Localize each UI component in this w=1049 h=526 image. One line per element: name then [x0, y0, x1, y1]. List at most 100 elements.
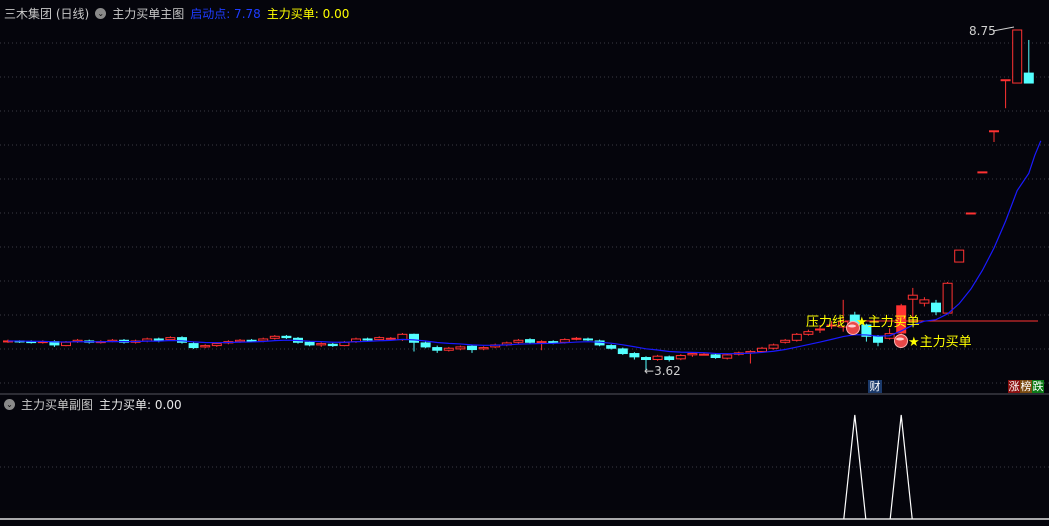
- candle-body: [803, 331, 814, 335]
- main-chart-header: 三木集团 (日线) ⌄ 主力买单主图 启动点: 7.78 主力买单: 0.00: [4, 5, 349, 22]
- candle-body: [177, 337, 187, 343]
- candle-body: [896, 305, 907, 334]
- candle: [281, 334, 292, 339]
- candle-body: [780, 339, 791, 343]
- candle: [664, 355, 675, 362]
- candle: [606, 344, 617, 350]
- candle: [919, 297, 930, 307]
- candle-body: [977, 171, 988, 174]
- candle-body: [583, 338, 593, 341]
- candle-body: [791, 333, 802, 341]
- candle: [675, 354, 686, 361]
- candle-body: [606, 345, 617, 349]
- candle: [409, 333, 419, 352]
- buy-signal-ball-icon: [846, 321, 860, 335]
- rise-badge[interactable]: 涨: [1008, 380, 1020, 393]
- candle: [478, 346, 489, 351]
- candle-body: [188, 343, 199, 349]
- main-indicator-name[interactable]: 主力买单主图: [112, 7, 185, 21]
- candle: [1012, 29, 1023, 84]
- candle: [385, 336, 396, 340]
- ball-highlight: [896, 337, 904, 341]
- candle-body: [757, 347, 767, 353]
- candle: [432, 345, 443, 353]
- buy-signal-ball-icon: [894, 334, 908, 348]
- candle-body: [235, 339, 245, 343]
- candle: [977, 171, 988, 174]
- candle: [1000, 79, 1011, 109]
- high-arrow-line: [992, 26, 1015, 32]
- candle: [780, 338, 791, 344]
- low-price-label: ←3.62: [644, 364, 681, 378]
- candle-body: [826, 324, 837, 327]
- candle: [652, 354, 663, 361]
- candle-body: [304, 341, 315, 346]
- candle-body: [954, 249, 965, 263]
- candle: [188, 341, 199, 349]
- candle: [907, 287, 918, 320]
- buy-signal-spike: [843, 414, 867, 520]
- candle-body: [443, 347, 454, 351]
- fall-badge[interactable]: 跌: [1032, 380, 1044, 393]
- candle-body: [374, 337, 385, 341]
- candle-body: [246, 339, 257, 342]
- candle: [896, 303, 907, 335]
- candle-body: [710, 354, 721, 359]
- candle-body: [989, 130, 999, 133]
- candle-body: [942, 282, 953, 314]
- candle: [304, 340, 315, 347]
- candle-body: [1000, 79, 1011, 82]
- candle-body: [641, 357, 651, 361]
- candle-body: [432, 347, 443, 351]
- candle-body: [559, 339, 570, 343]
- candle-body: [722, 354, 733, 359]
- candle-body: [699, 353, 709, 356]
- ball-highlight: [848, 324, 856, 328]
- candle-body: [873, 335, 883, 343]
- candle-body: [327, 343, 338, 347]
- high-price-label: 8.75: [969, 24, 996, 38]
- candle-body: [316, 343, 327, 346]
- candle-body: [61, 341, 71, 347]
- indicator-menu-chevron-icon[interactable]: ⌄: [95, 8, 107, 19]
- stock-name: 三木集团 (日线): [4, 7, 90, 21]
- candle-body: [629, 353, 640, 358]
- candle-body: [478, 347, 489, 350]
- rank-badge[interactable]: 榜: [1020, 380, 1032, 393]
- candle: [629, 352, 640, 360]
- candle-body: [281, 335, 292, 339]
- low-price-value: 3.62: [654, 364, 681, 378]
- candle-body: [385, 337, 396, 340]
- candle-body: [409, 333, 419, 343]
- candle: [177, 336, 187, 344]
- candle-body: [687, 353, 698, 356]
- candle: [989, 130, 999, 143]
- candle: [791, 332, 802, 342]
- candle: [455, 345, 466, 351]
- sub-indicator-name[interactable]: 主力买单副图: [21, 398, 94, 412]
- candle-body: [165, 337, 176, 341]
- candle-body: [652, 355, 663, 361]
- candle-body: [362, 338, 373, 341]
- candle: [374, 336, 385, 341]
- start-point-value: 启动点: 7.78: [190, 7, 261, 21]
- candle: [443, 346, 454, 352]
- candle-body: [200, 345, 211, 348]
- buy-signal-label-1: ★主力买单: [856, 315, 920, 330]
- sub-indicator-chevron-icon[interactable]: ⌄: [4, 399, 15, 410]
- candle-body: [907, 294, 918, 300]
- candle-body: [1023, 72, 1034, 84]
- candle: [641, 356, 651, 371]
- candle: [768, 343, 779, 350]
- sub-chart-header: ⌄ 主力买单副图 主力买单: 0.00: [4, 396, 182, 413]
- candle: [467, 344, 477, 353]
- candle: [931, 299, 941, 316]
- candle-body: [675, 355, 686, 360]
- candle-body: [768, 344, 779, 349]
- finance-badge[interactable]: 财: [868, 380, 882, 393]
- candle: [490, 343, 501, 349]
- candle: [815, 325, 825, 333]
- candle: [699, 352, 709, 356]
